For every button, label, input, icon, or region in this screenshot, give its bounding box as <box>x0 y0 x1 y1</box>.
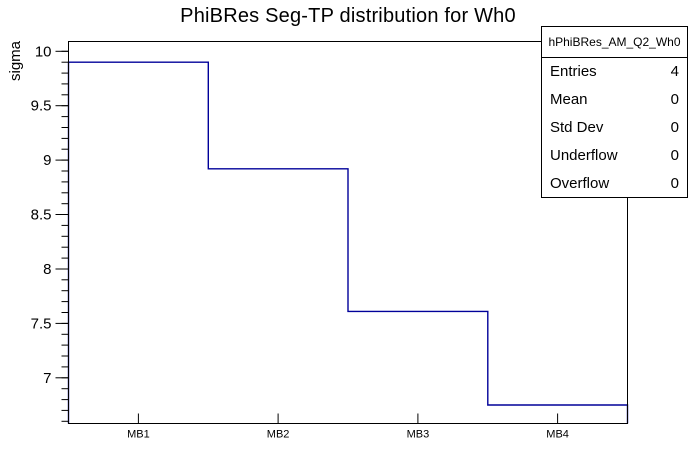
svg-text:9: 9 <box>43 152 51 169</box>
svg-text:9.5: 9.5 <box>31 98 52 115</box>
x-axis-ticks <box>137 413 559 424</box>
svg-text:10: 10 <box>35 43 52 60</box>
stat-value: 0 <box>670 91 679 109</box>
stat-row: Overflow 0 <box>550 175 679 192</box>
chart-title: PhiBRes Seg-TP distribution for Wh0 <box>180 5 516 27</box>
stats-box-rows: Entries 4 Mean 0 Std Dev 0 Underflow 0 O… <box>542 58 687 197</box>
svg-text:8: 8 <box>43 261 51 278</box>
stat-value: 0 <box>670 146 679 164</box>
stat-row: Std Dev 0 <box>550 119 679 136</box>
svg-text:7: 7 <box>43 370 51 387</box>
stat-label: Underflow <box>550 146 618 164</box>
svg-text:8.5: 8.5 <box>31 207 52 224</box>
svg-text:7.5: 7.5 <box>31 315 52 332</box>
y-axis-minor-ticks <box>61 50 69 422</box>
svg-text:MB2: MB2 <box>267 429 290 441</box>
stats-box: hPhiBRes_AM_Q2_Wh0 Entries 4 Mean 0 Std … <box>541 26 688 198</box>
stats-box-header: hPhiBRes_AM_Q2_Wh0 <box>542 27 687 58</box>
histogram-step-line <box>67 61 629 424</box>
stat-label: Mean <box>550 91 588 109</box>
svg-text:MB4: MB4 <box>546 429 569 441</box>
stat-value: 0 <box>670 174 679 192</box>
stat-row: Entries 4 <box>550 63 679 80</box>
stat-row: Mean 0 <box>550 91 679 108</box>
stat-value: 4 <box>670 63 679 81</box>
stat-label: Std Dev <box>550 118 604 136</box>
stat-label: Entries <box>550 63 597 81</box>
plot-frame <box>68 41 628 424</box>
stat-label: Overflow <box>550 174 610 192</box>
y-axis-major-ticks <box>55 50 69 379</box>
svg-text:MB1: MB1 <box>127 429 150 441</box>
x-axis-labels: MB1 MB2 MB3 MB4 <box>127 429 569 441</box>
stat-row: Underflow 0 <box>550 147 679 164</box>
svg-text:MB3: MB3 <box>407 429 430 441</box>
stat-value: 0 <box>670 118 679 136</box>
y-axis-labels: 7 7.5 8 8.5 9 9.5 10 <box>31 43 52 387</box>
